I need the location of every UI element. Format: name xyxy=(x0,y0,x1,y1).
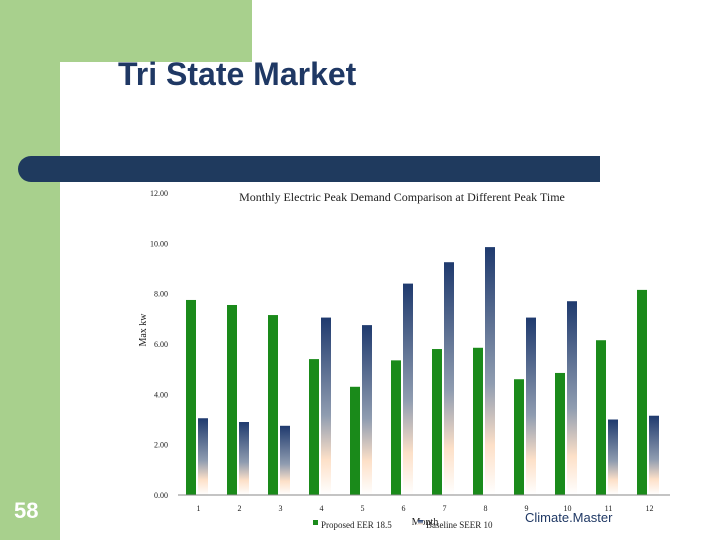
bar-proposed xyxy=(186,299,196,495)
y-tick-label: 10.00 xyxy=(150,239,168,248)
brand-logo-text: Climate.Master xyxy=(525,510,613,525)
y-tick-label: 2.00 xyxy=(154,441,168,450)
bar-proposed xyxy=(268,315,278,495)
x-tick-label: 2 xyxy=(238,504,242,513)
bar-baseline xyxy=(526,317,536,495)
x-tick-label: 4 xyxy=(320,504,324,513)
bar-baseline xyxy=(444,262,454,495)
y-tick-label: 0.00 xyxy=(154,491,168,500)
bar-baseline xyxy=(280,425,290,495)
bar-proposed xyxy=(350,386,360,495)
green-block-left xyxy=(0,0,60,540)
legend-swatch-baseline xyxy=(418,520,423,525)
slide-number: 58 xyxy=(14,498,39,523)
x-tick-label: 11 xyxy=(605,504,613,513)
bar-baseline xyxy=(403,283,413,495)
bar-proposed xyxy=(596,340,606,495)
bar-baseline xyxy=(485,247,495,495)
bar-baseline xyxy=(608,419,618,495)
slide-title: Tri State Market xyxy=(118,56,357,92)
x-tick-label: 9 xyxy=(525,504,529,513)
chart-title: Monthly Electric Peak Demand Comparison … xyxy=(239,190,565,204)
title-underline-bar xyxy=(18,156,600,182)
x-tick-label: 5 xyxy=(361,504,365,513)
bar-baseline xyxy=(321,317,331,495)
bar-baseline xyxy=(362,325,372,495)
bar-baseline xyxy=(239,422,249,495)
bar-proposed xyxy=(309,359,319,495)
y-tick-label: 4.00 xyxy=(154,390,168,399)
bar-baseline xyxy=(567,301,577,495)
x-tick-label: 3 xyxy=(279,504,283,513)
x-tick-label: 1 xyxy=(197,504,201,513)
bar-proposed xyxy=(473,347,483,495)
y-axis-label: Max kw xyxy=(138,313,149,347)
x-tick-label: 6 xyxy=(402,504,406,513)
y-tick-label: 8.00 xyxy=(154,290,168,299)
chart-legend: Proposed EER 18.5 Baseline SEER 10 xyxy=(313,520,493,530)
x-axis-label: Month xyxy=(412,517,439,528)
bar-proposed xyxy=(227,304,237,495)
bar-baseline xyxy=(649,415,659,495)
x-tick-label: 12 xyxy=(646,504,654,513)
bar-proposed xyxy=(391,360,401,495)
y-tick-label: 6.00 xyxy=(154,340,168,349)
legend-label-proposed: Proposed EER 18.5 xyxy=(321,520,392,530)
x-tick-label: 7 xyxy=(443,504,447,513)
legend-label-baseline: Baseline SEER 10 xyxy=(426,520,493,530)
bar-baseline xyxy=(198,418,208,495)
bar-proposed xyxy=(432,349,442,495)
y-tick-label: 12.00 xyxy=(150,189,168,198)
bar-proposed xyxy=(637,289,647,495)
x-tick-label: 10 xyxy=(564,504,572,513)
x-tick-label: 8 xyxy=(484,504,488,513)
legend-swatch-proposed xyxy=(313,520,318,525)
bar-proposed xyxy=(555,372,565,495)
bar-proposed xyxy=(514,379,524,495)
